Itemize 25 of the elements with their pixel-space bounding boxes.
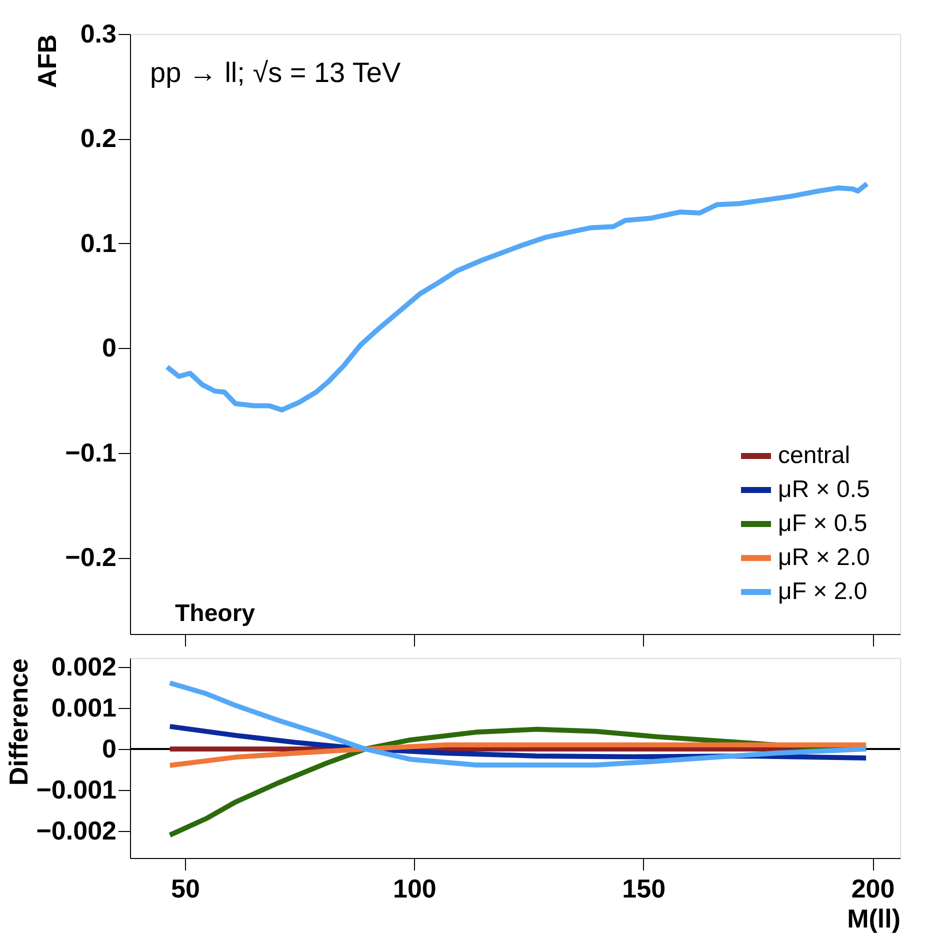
- x-tick-label: 200: [851, 874, 895, 904]
- legend-label: μF × 0.5: [778, 510, 868, 537]
- y-tick-label: 0.001: [51, 692, 116, 722]
- y-tick-label: −0.001: [36, 774, 116, 804]
- y-tick-label: −0.1: [65, 437, 116, 468]
- y-tick-label: 0.3: [80, 18, 116, 48]
- y-tick-label: 0.1: [80, 228, 116, 258]
- annotation: Theory: [175, 600, 256, 627]
- y-tick-label: 0: [102, 733, 116, 764]
- legend-label: central: [778, 442, 850, 469]
- y-tick-label: −0.2: [65, 542, 116, 572]
- x-tick-label: 150: [622, 874, 666, 904]
- x-tick-label: 100: [392, 874, 436, 904]
- y-tick-label: −0.002: [36, 815, 116, 846]
- y-tick-label: 0: [102, 332, 116, 363]
- y-axis-title: Difference: [3, 658, 34, 786]
- x-tick-label: 50: [171, 874, 200, 904]
- y-axis-title: AFB: [32, 34, 62, 88]
- legend-label: μR × 2.0: [778, 544, 870, 571]
- legend-label: μR × 0.5: [778, 476, 870, 503]
- legend-label: μF × 2.0: [778, 578, 868, 605]
- y-tick-label: 0.002: [51, 652, 116, 682]
- x-axis-title: M(ll): [847, 904, 900, 934]
- annotation: pp → ll; √s = 13 TeV: [150, 57, 401, 88]
- y-tick-label: 0.2: [80, 123, 116, 154]
